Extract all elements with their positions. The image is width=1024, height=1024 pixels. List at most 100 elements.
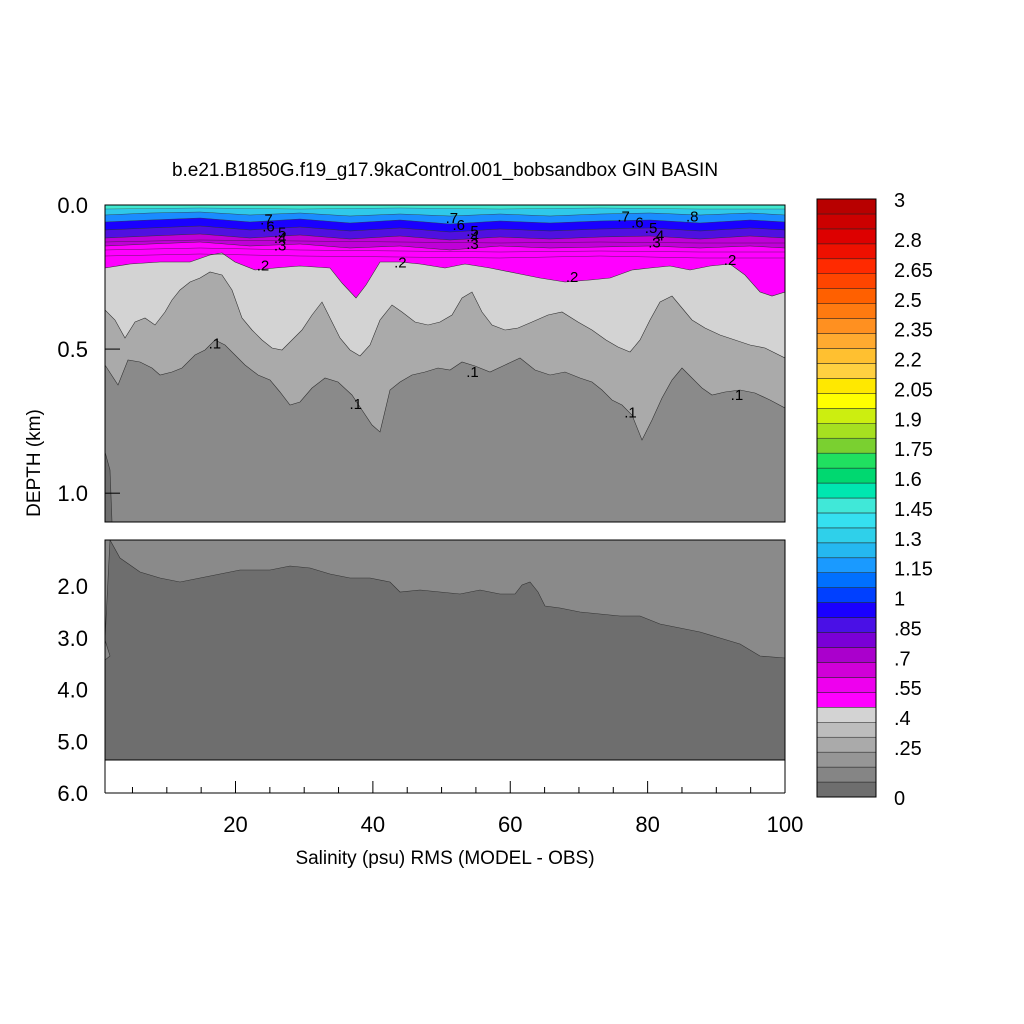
colorbar-label: 1.9 (894, 409, 922, 431)
colorbar-swatch (816, 766, 877, 783)
colorbar-swatch (816, 482, 877, 499)
upper-panel (105, 205, 785, 522)
contour-label: .1 (731, 387, 744, 404)
colorbar-swatch (816, 512, 877, 529)
y-tick-label: 1.0 (57, 481, 88, 506)
contour-label: .2 (566, 269, 579, 286)
colorbar-swatch (816, 781, 877, 798)
colorbar-label: 2.2 (894, 350, 922, 372)
contour-label: .2 (257, 258, 270, 275)
colorbar-swatch (816, 437, 877, 454)
colorbar-label: 2.8 (894, 230, 922, 252)
y-tick-label: 0.0 (57, 193, 88, 218)
fill-0.05 (105, 451, 113, 522)
colorbar-swatch (816, 751, 877, 768)
colorbar-swatch (816, 647, 877, 663)
contour-label: .7 (446, 210, 459, 227)
contour-label: .5 (645, 220, 658, 237)
x-axis-label: Salinity (psu) RMS (MODEL - OBS) (295, 848, 594, 869)
contour-label: .1 (466, 364, 479, 381)
contour-label: .3 (648, 234, 661, 251)
colorbar-swatch (816, 662, 877, 678)
colorbar-label: 2.5 (894, 290, 922, 312)
colorbar-swatch (816, 348, 877, 364)
x-tick-labels: 20 40 60 80 100 (223, 812, 803, 837)
lower-panel-frame (104, 539, 786, 761)
colorbar-swatch (816, 497, 877, 514)
x-tick-label: 100 (767, 812, 804, 837)
contour-label: .6 (452, 217, 465, 234)
colorbar-label: 1.6 (894, 469, 922, 491)
contour-label: .4 (466, 229, 479, 246)
y-tick-label: 6.0 (57, 781, 88, 806)
y-tick-label: 0.5 (57, 337, 88, 362)
colorbar-swatch (816, 393, 877, 409)
x-tick-label: 40 (361, 812, 385, 837)
colorbar-label: .85 (894, 618, 922, 640)
colorbar-swatch (816, 378, 877, 394)
fill-0.05-lower (105, 540, 785, 760)
colorbar-swatch (816, 408, 877, 424)
contour-label: .1 (209, 335, 222, 352)
colorbar-swatch (816, 736, 877, 753)
colorbar-label: 2.05 (894, 379, 933, 401)
y-tick-label: 4.0 (57, 678, 88, 703)
colorbar-swatch (816, 452, 877, 469)
colorbar-swatch (816, 722, 877, 738)
colorbar-swatch (816, 677, 877, 693)
contour-label: .1 (624, 404, 637, 421)
fill-1.15 (105, 205, 785, 210)
upper-panel-frame (104, 204, 786, 523)
contour-label: .3 (466, 236, 479, 253)
contour-label: .7 (617, 209, 630, 226)
contour-label: .2 (394, 255, 407, 272)
contour-labels: .7.6.5.4.3.2.7.6.5.4.3.2.7.6.5.4.3.8.2.2… (209, 209, 744, 422)
contour-label: .6 (631, 214, 644, 231)
x-tick-label: 60 (498, 812, 522, 837)
thin-contour-lines (105, 239, 785, 259)
y-tick-label: 2.0 (57, 574, 88, 599)
colorbar-label: 1.75 (894, 439, 933, 461)
y-axis-label: DEPTH (km) (24, 409, 45, 517)
colorbar-swatch (816, 243, 877, 260)
y-tick-label: 5.0 (57, 729, 88, 754)
colorbar-swatch (816, 198, 877, 215)
contour-label: .7 (260, 211, 273, 228)
colorbar-swatch (816, 617, 877, 633)
colorbar-swatch (816, 273, 877, 289)
colorbar-swatch (816, 692, 877, 708)
colorbar-swatch (816, 467, 877, 484)
colorbar-swatch (816, 602, 877, 618)
contour-label: .6 (262, 219, 275, 236)
colorbar-swatch (816, 557, 877, 573)
x-tick-label: 20 (223, 812, 247, 837)
colorbar-label: 1 (894, 589, 905, 611)
colorbar-swatch (816, 363, 877, 379)
x-minor-ticks (131, 781, 786, 793)
x-tick-label: 80 (635, 812, 659, 837)
colorbar-swatch (816, 587, 877, 603)
lower-panel (105, 540, 785, 760)
colorbar-swatch (816, 423, 877, 439)
contour-label: .1 (349, 396, 362, 413)
colorbar-labels: 3 2.8 2.65 2.5 2.35 2.2 2.05 1.9 1.75 1.6 1.45 1.3 1… (894, 190, 933, 810)
colorbar-label: .25 (894, 738, 922, 760)
colorbar-label: 1.15 (894, 559, 933, 581)
colorbar-label: .7 (894, 648, 911, 670)
colorbar-swatch (816, 318, 877, 334)
contour-label: .5 (466, 223, 479, 240)
colorbar-label: 2.65 (894, 260, 933, 282)
colorbar-swatch (816, 258, 877, 274)
colorbar-label: 1.45 (894, 499, 933, 521)
colorbar-swatch (816, 228, 877, 245)
colorbar-swatch (816, 213, 877, 230)
colorbar-swatch (816, 632, 877, 648)
colorbar-swatch (816, 572, 877, 588)
colorbar-label: 1.3 (894, 529, 922, 551)
contour-label: .4 (652, 227, 665, 244)
colorbar (816, 198, 877, 798)
colorbar-swatch (816, 542, 877, 559)
colorbar-swatch (816, 527, 877, 544)
contour-label: .3 (274, 237, 287, 254)
